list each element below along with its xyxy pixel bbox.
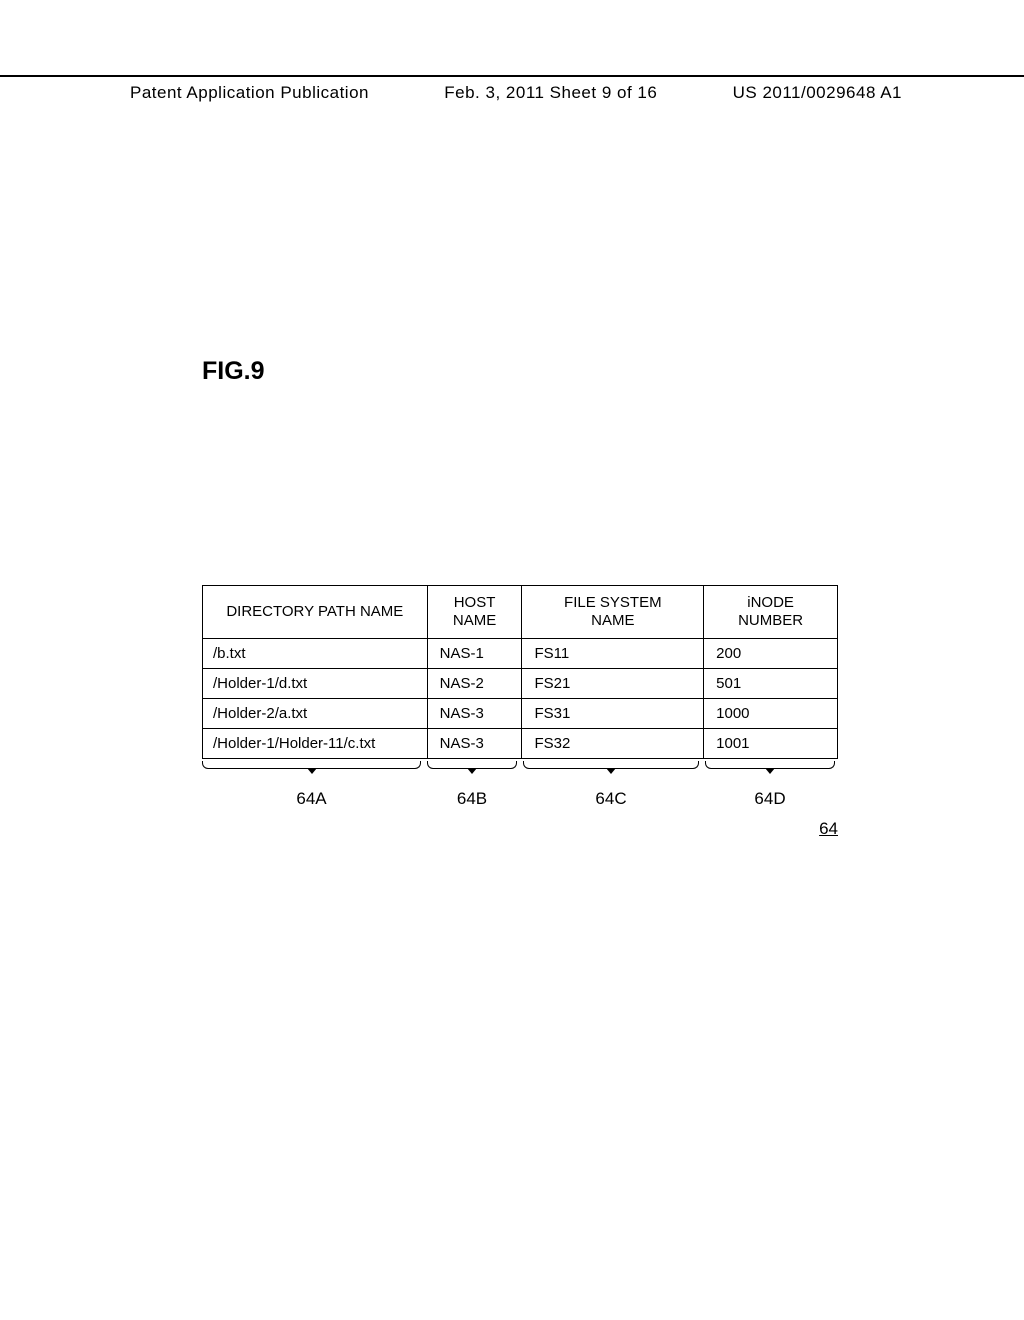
page-header: Patent Application Publication Feb. 3, 2… [0,75,1024,103]
cell-inode: 1000 [704,699,838,729]
col-header-path: DIRECTORY PATH NAME [203,586,428,639]
cell-path: /Holder-1/d.txt [203,669,428,699]
col-header-inode: iNODENUMBER [704,586,838,639]
cell-inode: 1001 [704,729,838,759]
bracket-icon [427,761,517,769]
sheet-info: Feb. 3, 2011 Sheet 9 of 16 [369,83,733,103]
figure-table-container: DIRECTORY PATH NAME HOSTNAME FILE SYSTEM… [202,585,838,819]
directory-table: DIRECTORY PATH NAME HOSTNAME FILE SYSTEM… [202,585,838,759]
cell-path: /Holder-2/a.txt [203,699,428,729]
table-reference-number: 64 [819,819,838,839]
cell-fs: FS11 [522,639,704,669]
cell-inode: 200 [704,639,838,669]
col-ref-label: 64A [202,789,421,809]
bracket-icon [202,761,421,769]
cell-host: NAS-3 [427,699,522,729]
cell-fs: FS21 [522,669,704,699]
col-header-filesystem: FILE SYSTEMNAME [522,586,704,639]
table-row: /Holder-1/Holder-11/c.txt NAS-3 FS32 100… [203,729,838,759]
cell-path: /Holder-1/Holder-11/c.txt [203,729,428,759]
table-row: /Holder-2/a.txt NAS-3 FS31 1000 [203,699,838,729]
cell-host: NAS-3 [427,729,522,759]
cell-host: NAS-2 [427,669,522,699]
cell-host: NAS-1 [427,639,522,669]
table-row: /Holder-1/d.txt NAS-2 FS21 501 [203,669,838,699]
table-header-row: DIRECTORY PATH NAME HOSTNAME FILE SYSTEM… [203,586,838,639]
cell-inode: 501 [704,669,838,699]
col-header-host: HOSTNAME [427,586,522,639]
col-ref-label: 64C [523,789,699,809]
col-ref-label: 64B [427,789,517,809]
column-reference-labels: 64A 64B 64C 64D 64 [202,789,838,819]
figure-label: FIG.9 [202,357,265,386]
col-ref-label: 64D [705,789,835,809]
publication-number: US 2011/0029648 A1 [733,83,902,103]
cell-path: /b.txt [203,639,428,669]
column-brackets [202,761,838,783]
table-row: /b.txt NAS-1 FS11 200 [203,639,838,669]
cell-fs: FS32 [522,729,704,759]
bracket-icon [705,761,835,769]
bracket-icon [523,761,699,769]
cell-fs: FS31 [522,699,704,729]
publication-type: Patent Application Publication [130,83,369,103]
header-text-row: Patent Application Publication Feb. 3, 2… [0,83,1024,103]
